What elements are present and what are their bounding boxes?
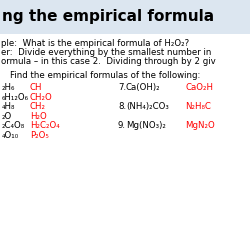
Text: 9.: 9. (118, 121, 126, 130)
Text: ple:  What is the empirical formula of H₂O₂?: ple: What is the empirical formula of H₂… (1, 39, 189, 48)
Text: ormula – in this case 2.  Dividing through by 2 giv: ormula – in this case 2. Dividing throug… (1, 57, 216, 66)
Text: 7.: 7. (118, 83, 126, 92)
Text: (NH₄)₂CO₃: (NH₄)₂CO₃ (126, 102, 169, 111)
Text: Ca(OH)₂: Ca(OH)₂ (126, 83, 160, 92)
Text: ₆H₁₂O₆: ₆H₁₂O₆ (2, 93, 29, 102)
Text: ₂H₆: ₂H₆ (2, 83, 16, 92)
Text: N₂H₈C: N₂H₈C (185, 102, 211, 111)
Text: ng the empirical formula: ng the empirical formula (2, 9, 214, 24)
Bar (0, 34, 250, 250)
Text: ₄O₁₀: ₄O₁₀ (2, 131, 19, 140)
Text: CaO₂H: CaO₂H (185, 83, 213, 92)
Text: CH: CH (30, 83, 42, 92)
Text: Find the empirical formulas of the following:: Find the empirical formulas of the follo… (10, 71, 200, 80)
Text: ₂C₄O₈: ₂C₄O₈ (2, 121, 25, 130)
Text: H₂C₂O₄: H₂C₂O₄ (30, 121, 60, 130)
Text: CH₂O: CH₂O (30, 93, 53, 102)
Text: er:  Divide everything by the smallest number in: er: Divide everything by the smallest nu… (1, 48, 212, 57)
Text: MgN₂O: MgN₂O (185, 121, 215, 130)
Text: Mg(NO₃)₂: Mg(NO₃)₂ (126, 121, 166, 130)
Text: CH₂: CH₂ (30, 102, 46, 111)
Text: P₂O₅: P₂O₅ (30, 131, 49, 140)
Text: ₂O: ₂O (2, 112, 12, 121)
Text: ₄H₈: ₄H₈ (2, 102, 16, 111)
Text: H₂O: H₂O (30, 112, 47, 121)
Text: 8.: 8. (118, 102, 126, 111)
